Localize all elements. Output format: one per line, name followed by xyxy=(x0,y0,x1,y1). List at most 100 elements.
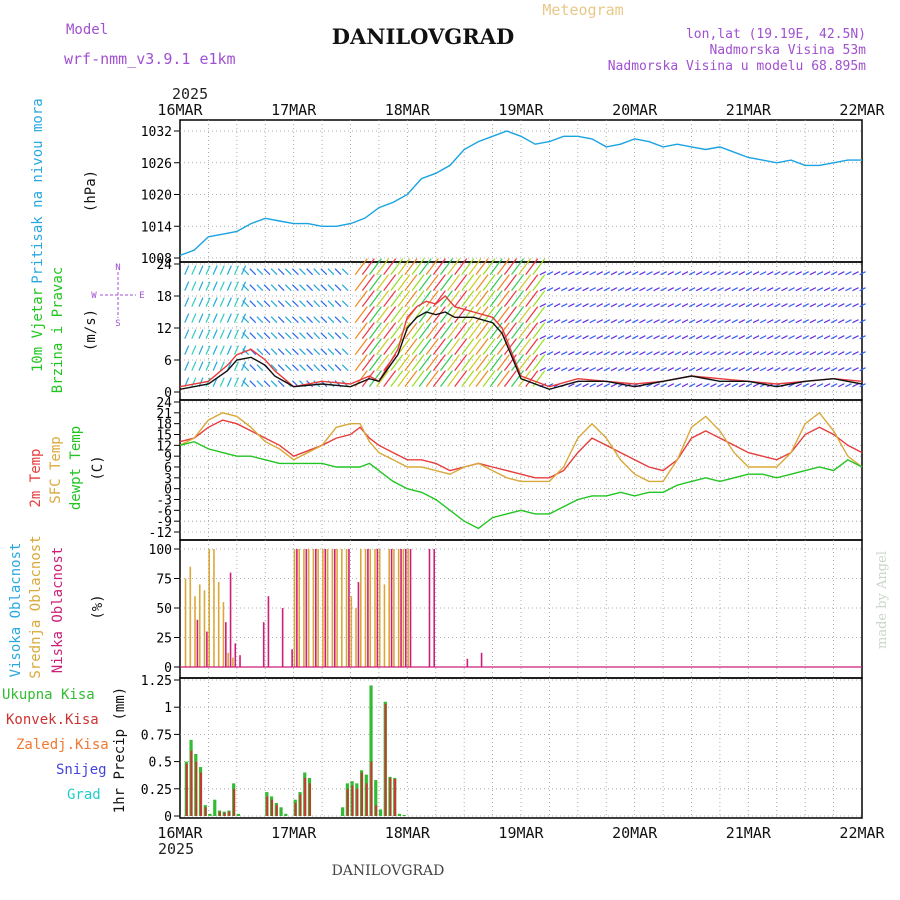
wind-barb xyxy=(582,271,589,276)
bottom-time-tick-label: 22MAR xyxy=(839,824,885,842)
wind-barb xyxy=(277,380,285,388)
wind-barb xyxy=(404,290,418,308)
wind-barb xyxy=(404,258,418,276)
wind-barb xyxy=(759,287,767,292)
wind-barb xyxy=(695,287,703,292)
temperature-series-line xyxy=(179,419,863,479)
wind-barb xyxy=(447,290,461,308)
wind-barb xyxy=(859,287,866,292)
cloud-bar xyxy=(305,549,308,667)
precip-bar xyxy=(346,788,349,816)
wind-barb xyxy=(313,332,321,340)
wind-barb xyxy=(383,258,397,276)
cloud-bar xyxy=(359,549,362,667)
wind-barb xyxy=(560,351,568,356)
wind-barb xyxy=(660,351,667,356)
wind-ylabel-2: Brzina i Pravac xyxy=(50,267,66,393)
precip-bar xyxy=(397,813,402,816)
wind-barb xyxy=(575,335,582,340)
wind-barb xyxy=(660,367,667,372)
precip-bar xyxy=(308,783,311,816)
wind-barb xyxy=(191,297,197,307)
wind-barb xyxy=(745,335,753,340)
wind-barb xyxy=(674,303,682,308)
wind-barb xyxy=(553,287,561,292)
wind-barb xyxy=(383,322,397,340)
compass-s: S xyxy=(115,319,120,329)
wind-barb xyxy=(568,271,575,276)
wind-barb xyxy=(418,258,432,276)
wind-barb xyxy=(306,300,314,308)
wind-barb xyxy=(525,306,539,324)
wind-barb xyxy=(710,319,717,324)
wind-barb xyxy=(205,313,211,323)
pressure-ytick-label: 1014 xyxy=(141,220,172,235)
wind-barb xyxy=(767,271,774,276)
wind-barb xyxy=(724,351,731,356)
wind-barb xyxy=(752,271,760,276)
wind-barb xyxy=(263,380,271,388)
cloud-bar xyxy=(402,549,405,667)
precip-bar xyxy=(294,802,297,816)
wind-barb xyxy=(816,287,824,292)
wind-barb xyxy=(341,332,349,340)
wind-barb xyxy=(440,258,453,276)
wind-barb xyxy=(418,322,432,340)
wind-barb xyxy=(233,329,240,339)
wind-barb xyxy=(454,370,468,388)
precip-bar xyxy=(236,813,241,816)
wind-barb xyxy=(518,290,532,308)
wind-barb xyxy=(767,351,774,356)
wind-barb xyxy=(532,290,546,308)
wind-barb xyxy=(809,351,817,356)
wind-barb xyxy=(212,361,218,371)
cloud-ytick-label: 50 xyxy=(156,602,172,617)
cloud-bar xyxy=(355,608,357,667)
wind-barb xyxy=(653,319,660,324)
wind-barb xyxy=(710,287,717,292)
wind-barb xyxy=(589,319,596,324)
wind-barb xyxy=(752,367,760,372)
temperature-ytick-label: 9 xyxy=(164,450,172,465)
wind-barb xyxy=(291,284,299,292)
wind-barb xyxy=(219,281,225,291)
compass-w: W xyxy=(91,291,97,301)
wind-barb xyxy=(454,258,468,276)
cloud-ylabel-mid: Srednja Oblacnost xyxy=(28,535,44,678)
wind-barb xyxy=(320,364,328,372)
wind-barb xyxy=(440,290,453,308)
wind-barb xyxy=(774,319,781,324)
wind-barb xyxy=(440,274,453,292)
page-title: DANILOVGRAD xyxy=(332,24,514,49)
cloud-bar xyxy=(298,549,301,667)
wind-barb xyxy=(284,332,292,340)
wind-barb xyxy=(852,367,859,372)
wind-barb xyxy=(852,319,859,324)
cloud-bar xyxy=(345,549,348,667)
wind-barb xyxy=(411,338,425,356)
wind-barb xyxy=(560,319,568,324)
cloud-bar xyxy=(324,549,327,667)
wind-barb xyxy=(432,258,446,276)
wind-barb xyxy=(440,322,453,340)
wind-barb xyxy=(660,383,667,388)
wind-barb xyxy=(368,258,382,276)
wind-barb xyxy=(759,367,767,372)
wind-barb xyxy=(617,303,625,308)
pressure-ytick-label: 1032 xyxy=(141,125,172,140)
wind-barb xyxy=(582,335,589,340)
wind-barb xyxy=(198,329,204,339)
temp-ylabel-dew: dewpt Temp xyxy=(68,426,84,510)
wind-series-line xyxy=(179,311,863,391)
wind-barb xyxy=(233,345,240,355)
wind-barb xyxy=(688,351,696,356)
cloud-bar xyxy=(196,619,199,667)
legend-frozen-precip: Zaledj.Kisa xyxy=(16,737,109,753)
wind-barb xyxy=(205,377,211,387)
wind-barb xyxy=(461,322,475,340)
wind-barb xyxy=(774,367,781,372)
wind-series-line xyxy=(179,295,863,388)
wind-barb xyxy=(717,319,724,324)
wind-barb xyxy=(249,332,257,340)
wind-barb xyxy=(376,290,390,308)
